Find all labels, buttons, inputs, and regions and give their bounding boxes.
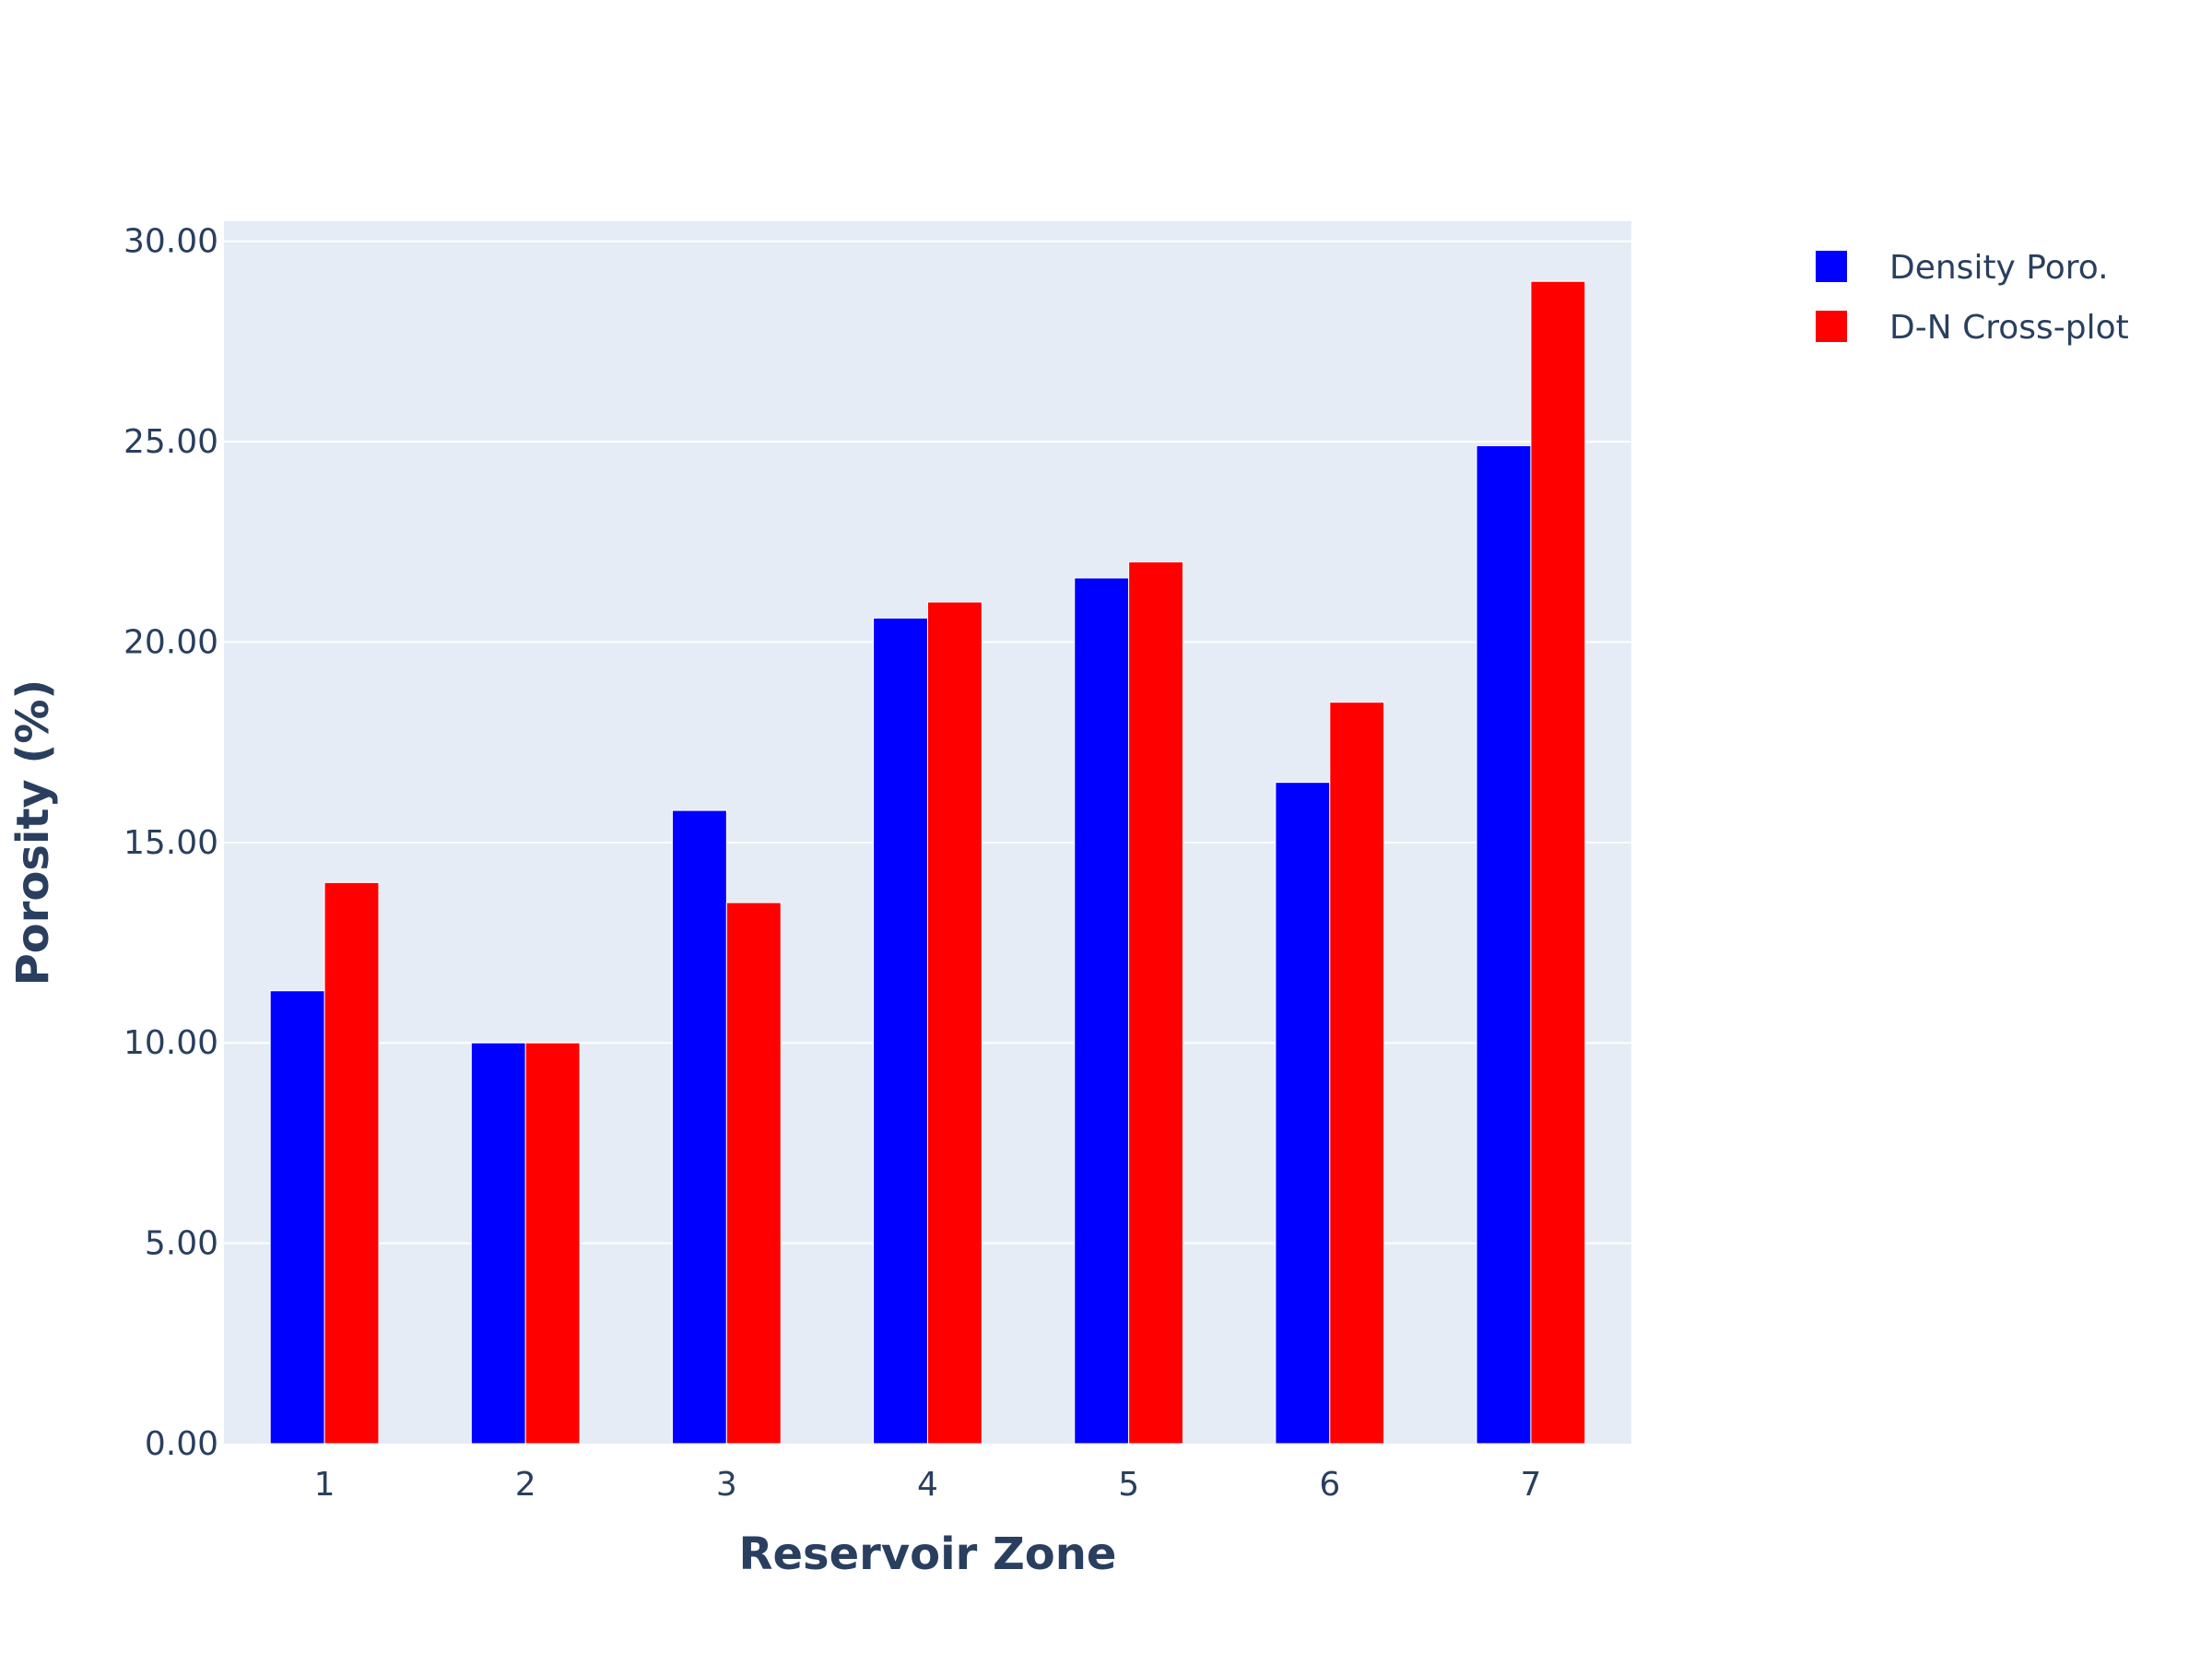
x-tick-label: 4 [917,1466,938,1504]
y-axis-title: Porosity (%) [7,679,59,986]
y-tick-label: 20.00 [124,623,218,661]
x-tick-label: 3 [716,1466,737,1504]
y-tick-label: 15.00 [124,824,218,862]
legend: Density Poro. D-N Cross-plot [1816,249,2129,347]
x-tick-label: 6 [1319,1466,1340,1504]
x-axis-ticks: 1 2 3 4 5 6 7 [314,1466,1542,1504]
y-tick-label: 0.00 [145,1425,218,1463]
bar-density-poro-zone-6 [1275,782,1331,1445]
bar-density-poro-zone-4 [873,617,929,1445]
y-tick-label: 30.00 [124,223,218,261]
bar-dn-cross-plot-zone-4 [927,601,982,1445]
legend-swatch [1816,251,1847,282]
y-tick-label: 10.00 [124,1024,218,1062]
y-tick-label: 5.00 [145,1225,218,1263]
bar-dn-cross-plot-zone-1 [324,881,380,1445]
bar-dn-cross-plot-zone-2 [524,1042,581,1445]
bar-density-poro-zone-5 [1074,577,1130,1445]
bar-dn-cross-plot-zone-3 [725,902,782,1445]
bar-density-poro-zone-7 [1476,444,1532,1445]
y-axis-ticks: 0.00 5.00 10.00 15.00 20.00 25.00 30.00 [124,223,218,1463]
bar-density-poro-zone-3 [671,809,727,1445]
legend-label: Density Poro. [1889,249,2109,287]
bar-dn-cross-plot-zone-6 [1329,702,1385,1445]
legend-label: D-N Cross-plot [1889,309,2129,347]
bar-density-poro-zone-2 [470,1042,526,1445]
bar-dn-cross-plot-zone-5 [1128,561,1184,1445]
bar-dn-cross-plot-zone-7 [1530,280,1586,1445]
bar-series [269,280,1586,1445]
x-tick-label: 2 [515,1466,536,1504]
x-axis-title: Reservoir Zone [739,1528,1117,1580]
legend-swatch [1816,311,1847,342]
x-tick-label: 5 [1118,1466,1139,1504]
bar-density-poro-zone-1 [269,990,325,1445]
x-tick-label: 1 [314,1466,335,1504]
y-tick-label: 25.00 [124,423,218,461]
x-tick-label: 7 [1520,1466,1541,1504]
